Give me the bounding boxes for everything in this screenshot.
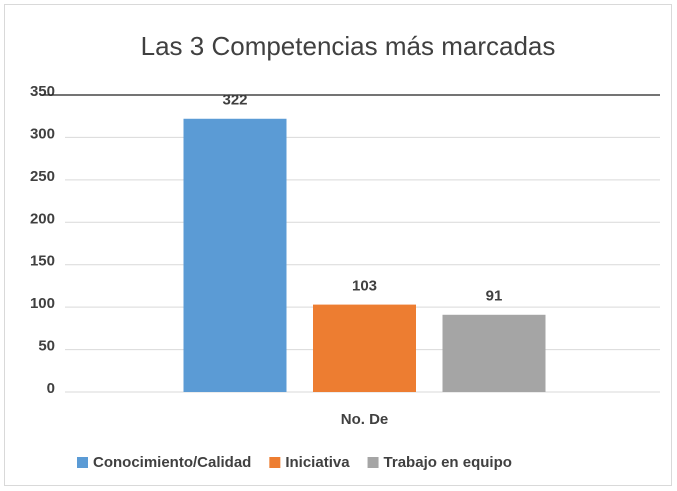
y-tick-label: 150	[30, 253, 55, 270]
bar	[183, 118, 287, 392]
y-tick-label: 50	[38, 338, 55, 355]
chart-title: Las 3 Competencias más marcadas	[141, 31, 556, 61]
data-label: 103	[352, 278, 377, 295]
y-tick-label: 300	[30, 125, 55, 142]
chart-border	[4, 4, 672, 486]
bar	[442, 314, 546, 392]
data-label: 322	[222, 92, 247, 109]
legend-swatch	[367, 457, 379, 468]
legend-label: Iniciativa	[285, 454, 350, 471]
bar	[313, 304, 416, 392]
data-label: 91	[486, 288, 503, 305]
legend-label: Trabajo en equipo	[384, 454, 512, 471]
legend-swatch	[269, 457, 281, 468]
y-tick-label: 200	[30, 210, 55, 227]
y-tick-label: 250	[30, 168, 55, 185]
legend-swatch	[77, 457, 88, 468]
y-tick-label: 0	[47, 380, 55, 397]
x-tick-label: No. De	[341, 411, 389, 428]
y-tick-label: 100	[30, 295, 55, 312]
y-tick-label: 350	[30, 83, 55, 100]
legend-label: Conocimiento/Calidad	[93, 454, 251, 471]
